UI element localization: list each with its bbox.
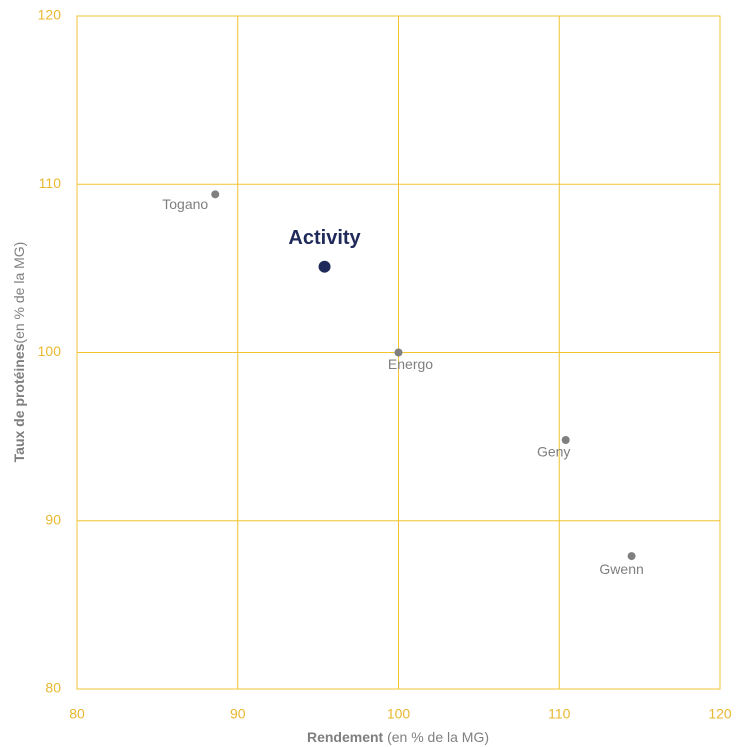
point — [627, 552, 636, 561]
point — [394, 348, 403, 357]
y-label-rest: (en % de la MG) — [11, 242, 27, 344]
point — [211, 190, 220, 199]
point-label: Energo — [388, 356, 433, 372]
x-tick-label: 90 — [230, 706, 246, 722]
point-label: Gwenn — [599, 561, 643, 577]
x-axis-label: Rendement (en % de la MG) — [307, 729, 489, 745]
y-tick-label: 110 — [39, 175, 62, 191]
point-label: Geny — [537, 444, 570, 460]
point-label: Togano — [162, 196, 208, 212]
x-label-bold: Rendement — [307, 729, 384, 745]
x-tick-label: 80 — [69, 706, 85, 722]
x-tick-label: 100 — [387, 706, 411, 722]
x-tick-label: 110 — [548, 706, 571, 722]
point — [318, 260, 331, 273]
x-tick-label: 120 — [708, 706, 732, 722]
y-tick-label: 120 — [38, 7, 62, 23]
x-label-rest: (en % de la MG) — [383, 729, 489, 745]
point — [561, 435, 570, 444]
y-tick-label: 80 — [45, 680, 61, 696]
y-label-bold: Taux de protéines — [11, 343, 27, 462]
y-tick-label: 100 — [38, 343, 62, 359]
y-axis-label: Taux de protéines(en % de la MG) — [11, 242, 27, 463]
y-tick-label: 90 — [45, 511, 61, 527]
point-label: Activity — [288, 227, 361, 249]
